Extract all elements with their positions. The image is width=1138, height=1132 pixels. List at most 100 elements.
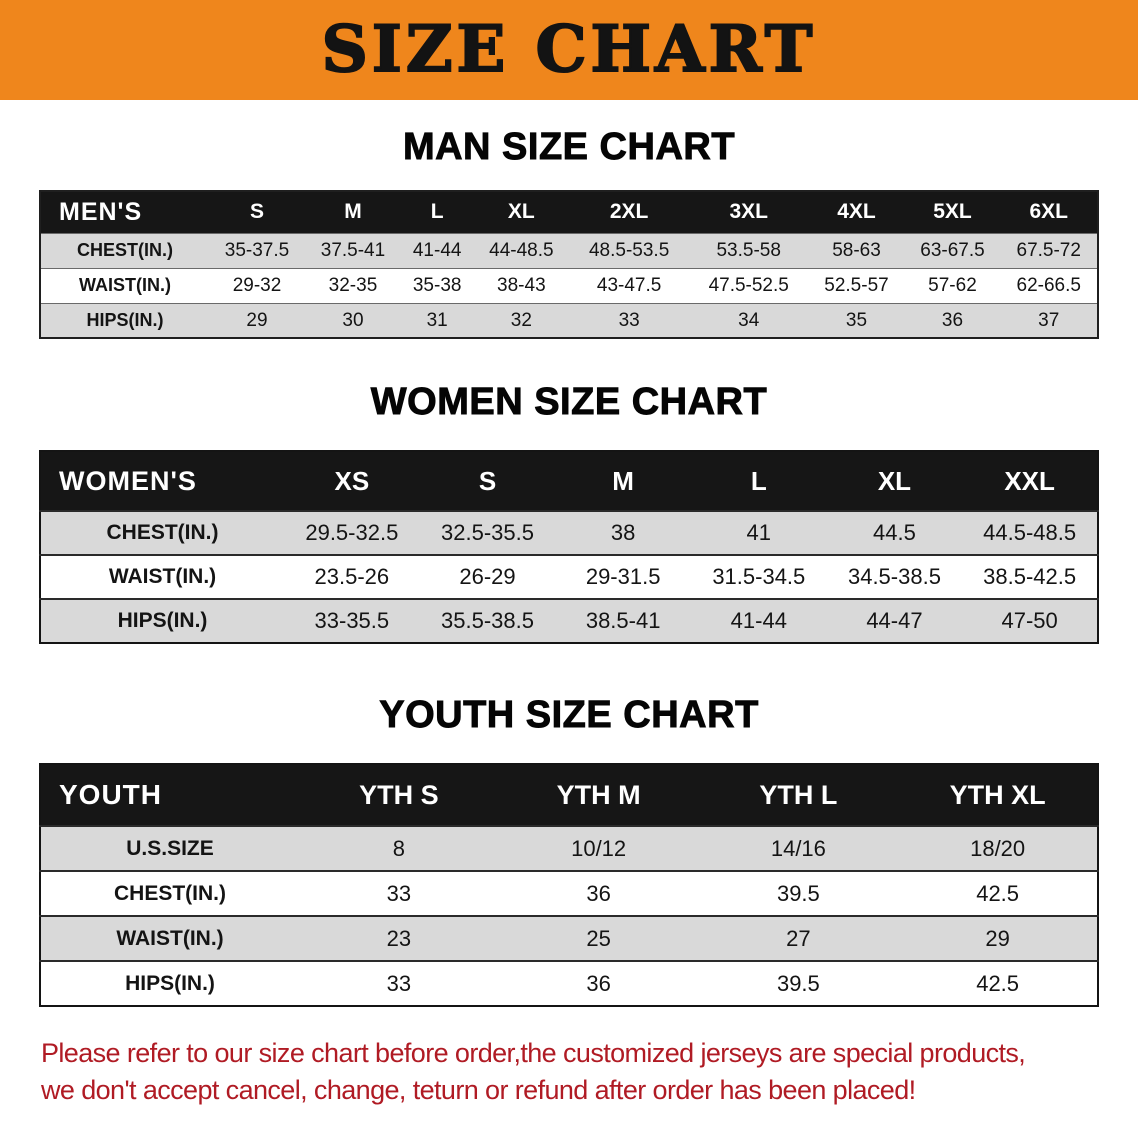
measurement-value: 42.5 [976,970,1020,996]
table-title-cell: YOUTH [40,764,299,827]
table-title-cell: MEN'S [40,190,209,234]
measurement-label: CHEST(IN.) [114,881,226,905]
women-size-section: WOMEN SIZE CHART WOMEN'S XS S M L XL XXL CHEST(… [39,339,1099,645]
measurement-value: 35-37.5 [224,239,290,261]
measurement-value: 44-48.5 [489,239,554,261]
measurement-value: 34.5-38.5 [847,564,941,590]
table-title-cell: WOMEN'S [40,451,284,512]
measurement-row: HIPS(IN.) 29 30 31 32 33 34 35 36 37 [40,303,1098,339]
measurement-label: HIPS(IN.) [117,609,208,633]
size-header-cell: YTH S [299,764,499,827]
measurement-value: 36 [586,880,611,906]
measurement-value: 38-43 [497,274,546,296]
measurement-value: 41-44 [412,239,462,261]
measurement-value: 32.5-35.5 [441,520,534,546]
size-header-cell: YTH L [698,764,899,827]
men-section-heading: MAN SIZE CHART [402,126,736,168]
size-header-cell: M [304,190,401,234]
measurement-value: 39.5 [776,970,820,996]
measurement-row: CHEST(IN.) 35-37.5 37.5-41 41-44 44-48.5 48.5… [40,233,1098,269]
measurement-value: 33 [386,970,412,996]
measurement-row: HIPS(IN.) 33 36 39.5 42.5 [40,961,1098,1006]
size-header-cell: 2XL [569,190,689,234]
disclaimer-line-2: we don't accept cancel, change, teturn o… [41,1075,916,1106]
measurement-value: 62-66.5 [1016,274,1081,296]
measurement-value: 37.5-41 [320,239,386,261]
measurement-value: 41 [746,520,772,546]
measurement-value: 30 [342,309,364,331]
measurement-label: U.S.SIZE [126,836,214,860]
measurement-value: 43-47.5 [596,274,662,296]
measurement-value: 37 [1038,309,1060,331]
measurement-value: 29 [246,309,268,331]
size-header-cell: S [419,451,556,512]
size-header-cell: 5XL [904,190,1001,234]
measurement-value: 63-67.5 [920,239,985,261]
page-title: SIZE CHART [321,12,817,87]
size-header-cell: YTH M [498,764,699,827]
measurement-value: 31.5-34.5 [712,564,806,590]
measurement-row: CHEST(IN.) 29.5-32.5 32.5-35.5 38 41 44.5 44.5… [40,511,1098,556]
measurement-value: 38 [610,520,636,546]
size-header-cell: M [555,451,691,512]
disclaimer-line-1: Please refer to our size chart before or… [41,1038,1026,1069]
measurement-value: 53.5-58 [716,239,781,261]
women-section-heading: WOMEN SIZE CHART [370,381,768,424]
youth-size-section: YOUTH SIZE CHART YOUTH YTH S YTH M YTH L YTH… [39,644,1099,1008]
measurement-value: 26-29 [459,564,516,590]
measurement-row: CHEST(IN.) 33 36 39.5 42.5 [40,871,1098,916]
measurement-value: 29-32 [232,274,282,296]
measurement-value: 44.5 [873,520,916,546]
size-header-cell: L [400,190,474,234]
measurement-value: 27 [786,925,811,951]
size-header-cell: L [690,451,827,512]
size-header-cell: 3XL [688,190,809,234]
measurement-value: 52.5-57 [824,274,889,296]
measurement-value: 36 [941,309,964,331]
measurement-value: 41-44 [730,608,787,634]
title-banner: SIZE CHART [0,0,1138,100]
measurement-label: HIPS(IN.) [86,310,164,331]
measurement-value: 57-62 [928,274,977,296]
measurement-value: 42.5 [976,880,1020,906]
measurement-label: HIPS(IN.) [125,971,215,995]
measurement-value: 23 [386,925,412,951]
size-header-cell: XXL [962,451,1098,512]
header-row: MEN'S S M L XL 2XL 3XL 4XL 5XL 6XL [40,190,1098,234]
measurement-value: 23.5-26 [314,564,390,590]
men-size-table: MEN'S S M L XL 2XL 3XL 4XL 5XL 6XL CHEST(IN.) 35-37… [39,189,1099,340]
measurement-value: 44-47 [866,608,923,634]
youth-section-heading: YOUTH SIZE CHART [379,694,759,737]
measurement-value: 36 [586,970,611,996]
youth-size-table: YOUTH YTH S YTH M YTH L YTH XL U.S.SIZE 8 10/12… [39,763,1099,1008]
size-header-cell: S [209,190,305,234]
measurement-label: WAIST(IN.) [116,926,224,950]
measurement-label: CHEST(IN.) [106,521,219,545]
measurement-value: 38.5-41 [585,608,661,634]
measurement-value: 35 [845,309,868,331]
measurement-row: WAIST(IN.) 23 25 27 29 [40,916,1098,962]
measurement-value: 8 [392,835,405,861]
measurement-value: 35.5-38.5 [441,608,534,634]
measurement-value: 32 [510,309,532,331]
size-header-cell: 4XL [808,190,905,234]
measurement-value: 47-50 [1001,608,1058,634]
measurement-value: 48.5-53.5 [588,239,670,261]
content: MAN SIZE CHART MEN'S S M L XL 2XL 3XL 4XL 5XL 6XL… [0,100,1138,1110]
header-row: WOMEN'S XS S M L XL XXL [40,451,1098,512]
measurement-value: 39.5 [776,880,820,906]
disclaimer-note: Please refer to our size chart before or… [39,1035,1099,1110]
measurement-value: 33 [618,309,640,331]
size-header-cell: XS [284,451,420,512]
header-row: YOUTH YTH S YTH M YTH L YTH XL [40,764,1098,827]
measurement-label: CHEST(IN.) [77,240,173,261]
measurement-value: 32-35 [328,274,378,296]
measurement-value: 14/16 [770,835,826,861]
measurement-row: WAIST(IN.) 29-32 32-35 35-38 38-43 43-47.5 47.… [40,268,1098,303]
men-size-section: MAN SIZE CHART MEN'S S M L XL 2XL 3XL 4XL 5XL 6XL… [39,100,1099,340]
size-header-cell: XL [826,451,963,512]
measurement-label: WAIST(IN.) [79,275,171,296]
size-header-cell: XL [473,190,570,234]
measurement-row: HIPS(IN.) 33-35.5 35.5-38.5 38.5-41 41-44 44-… [40,599,1098,644]
measurement-value: 25 [586,925,611,951]
